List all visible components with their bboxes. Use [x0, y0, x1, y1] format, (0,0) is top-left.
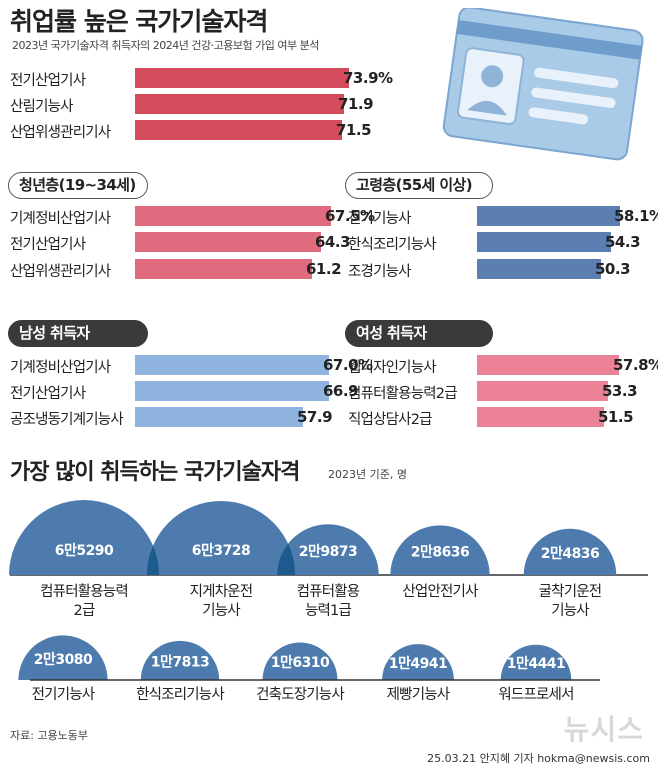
male-bar-label: 전기산업기사 [10, 386, 86, 402]
bubble-category-label: 건축도장기능사 [256, 687, 345, 703]
overall-bar-value: 71.5 [336, 121, 372, 139]
male-header: 남성 취득자 [8, 320, 148, 347]
bubble-value: 1만6310 [271, 655, 330, 671]
youth-bar [135, 259, 312, 279]
female-bar [477, 381, 608, 401]
overall-bar-label: 전기산업기사 [10, 73, 86, 89]
bubble-category-label: 한식조리기능사 [136, 687, 225, 703]
overall-bar-value: 73.9% [343, 69, 393, 87]
female-bar-label: 웹디자인기능사 [348, 360, 437, 376]
youth-bar-label: 전기산업기사 [10, 237, 86, 253]
overall-bar-value: 71.9 [338, 95, 374, 113]
bubble-value: 2만4836 [541, 546, 600, 562]
male-bar-label: 공조냉동기계기능사 [10, 412, 124, 428]
senior-bar-value: 50.3 [595, 260, 631, 278]
watermark: 뉴시스 [563, 713, 644, 746]
bubble [500, 644, 572, 680]
youth-header: 청년층(19~34세) [8, 172, 148, 199]
male-bar [135, 381, 329, 401]
bubble [382, 644, 454, 680]
overall-bar-label: 산업위생관리기사 [10, 125, 111, 141]
male-bar-value: 66.9 [323, 382, 359, 400]
male-bar [135, 355, 329, 375]
senior-bar [477, 259, 601, 279]
youth-bar-value: 64.3 [315, 233, 351, 251]
senior-bar-label: 한식조리기능사 [348, 237, 437, 253]
bubble-category-label: 산업안전기사 [402, 584, 478, 600]
female-bar-value: 51.5 [598, 408, 634, 426]
bubble-value: 2만3080 [34, 652, 93, 668]
bubble-category-label: 컴퓨터활용능력 2급 [40, 584, 129, 619]
senior-bar [477, 206, 620, 226]
senior-bar [477, 232, 611, 252]
bubble-value: 1만7813 [151, 654, 210, 670]
senior-bar-value: 54.3 [605, 233, 641, 251]
overall-bar [135, 68, 349, 88]
youth-bar-value: 61.2 [306, 260, 342, 278]
bubble-category-label: 굴착기운전 기능사 [538, 584, 603, 619]
bubble-category-label: 컴퓨터활용 능력1급 [296, 584, 361, 619]
male-bar-value: 67.0% [323, 356, 373, 374]
overall-bar-label: 산림기능사 [10, 99, 73, 115]
youth-bar [135, 232, 321, 252]
youth-bar [135, 206, 331, 226]
source-note: 자료: 고용노동부 [10, 729, 89, 742]
bubble [9, 500, 159, 575]
senior-header: 고령층(55세 이상) [345, 172, 493, 199]
bubble [277, 524, 379, 575]
senior-bar-label: 조경기능사 [348, 264, 411, 280]
youth-bar-label: 산업위생관리기사 [10, 264, 111, 280]
female-bar [477, 355, 619, 375]
bubble-category-label: 지게차운전 기능사 [189, 584, 254, 619]
bubble-chart: 6만5290 6만3728 2만9873 2만8636 2만4836 2만3080 1만78… [9, 500, 648, 681]
bubble-value: 6만5290 [55, 543, 114, 559]
id-card-icon [442, 8, 644, 161]
senior-bar-value: 58.1% [614, 207, 658, 225]
bubble [18, 635, 108, 680]
bubble [390, 525, 490, 575]
senior-bar-label: 전기기능사 [348, 211, 411, 227]
bubble [140, 640, 220, 680]
bubble-section-title: 가장 많이 취득하는 국가기술자격 [10, 460, 300, 485]
bubble [262, 642, 338, 680]
bubble-value: 1만4941 [389, 656, 448, 672]
page-title: 취업률 높은 국가기술자격 [10, 7, 268, 36]
bubble-category-label: 전기기능사 [31, 687, 96, 703]
bubble-value: 2만9873 [299, 544, 358, 560]
bubble-value: 2만8636 [411, 545, 470, 561]
male-bar-value: 57.9 [297, 408, 333, 426]
bubble-value: 1만4441 [507, 656, 566, 672]
female-bar-value: 53.3 [602, 382, 638, 400]
credit-line: 25.03.21 안지혜 기자 hokma@newsis.com [427, 752, 650, 765]
bubble [146, 500, 296, 575]
youth-bar-label: 기계정비산업기사 [10, 211, 111, 227]
overall-bar [135, 120, 342, 140]
bubble-category-label: 제빵기능사 [386, 687, 451, 703]
youth-bar-value: 67.5% [325, 207, 375, 225]
bubble-value: 6만3728 [192, 543, 251, 559]
female-bar [477, 407, 604, 427]
female-header: 여성 취득자 [345, 320, 493, 347]
overall-bar [135, 94, 344, 114]
male-bar [135, 407, 303, 427]
bubble-section-subtitle: 2023년 기준, 명 [328, 468, 407, 481]
bubble [523, 528, 617, 575]
female-bar-value: 57.8% [613, 356, 658, 374]
bubble-category-label: 워드프로세서 [498, 687, 574, 703]
female-bar-label: 직업상담사2급 [348, 412, 432, 428]
page-subtitle: 2023년 국가기술자격 취득자의 2024년 건강·고용보험 가입 여부 분석 [12, 39, 319, 52]
female-bar-label: 컴퓨터활용능력2급 [348, 386, 458, 402]
male-bar-label: 기계정비산업기사 [10, 360, 111, 376]
